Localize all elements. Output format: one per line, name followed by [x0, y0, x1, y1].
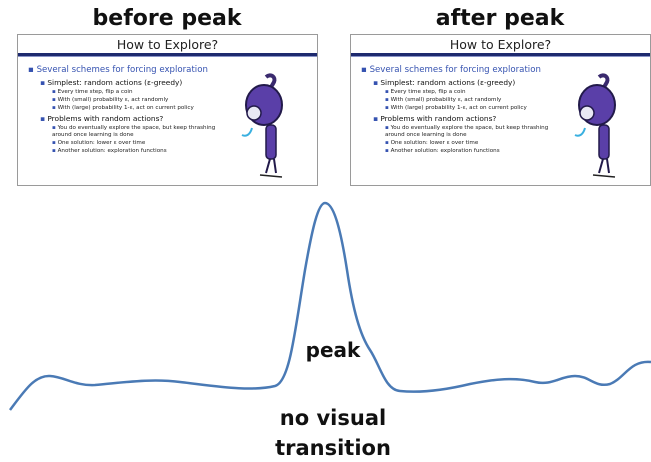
bullet-text: Several schemes for forcing exploration [361, 65, 561, 75]
slide-caption: after peak [436, 6, 565, 31]
robot-icon [569, 73, 629, 183]
bullet-text: One solution: lower ε over time [52, 140, 228, 147]
bullet-text: Another solution: exploration functions [52, 148, 228, 155]
bullet-text: You do eventually explore the space, but… [385, 125, 561, 139]
bullet-text: With (large) probability 1-ε, act on cur… [385, 105, 561, 112]
slide-thumbnail: How to Explore? Several schemes for forci… [350, 34, 651, 186]
slide-content: Several schemes for forcing exploration S… [28, 65, 228, 156]
bullet-text: Simplest: random actions (ε-greedy) [40, 78, 228, 87]
robot-icon [236, 73, 296, 183]
bullet-text: Several schemes for forcing exploration [28, 65, 228, 75]
bullet-text: Simplest: random actions (ε-greedy) [373, 78, 561, 87]
bullet-text: Every time step, flip a coin [52, 89, 228, 96]
bullet-text: Problems with random actions? [40, 114, 228, 123]
slide-content: Several schemes for forcing exploration S… [361, 65, 561, 156]
slide-thumbnail: How to Explore? Several schemes for forci… [17, 34, 318, 186]
bullet-text: One solution: lower ε over time [385, 140, 561, 147]
slide-title: How to Explore? [351, 37, 650, 52]
figure: peak no visual transition before peak How… [0, 0, 651, 462]
title-rule [351, 53, 650, 57]
bullet-text: With (small) probability ε, act randomly [52, 97, 228, 104]
signal-curve [10, 203, 651, 410]
title-rule [18, 53, 317, 57]
slide-caption: before peak [93, 6, 242, 31]
bullet-text: With (small) probability ε, act randomly [385, 97, 561, 104]
bullet-text: With (large) probability 1-ε, act on cur… [52, 105, 228, 112]
transition-label: no visual [280, 406, 386, 430]
bullet-text: Problems with random actions? [373, 114, 561, 123]
bullet-text: Every time step, flip a coin [385, 89, 561, 96]
bullet-text: Another solution: exploration functions [385, 148, 561, 155]
peak-label: peak [306, 338, 361, 362]
transition-label: transition [275, 436, 391, 460]
slide-title: How to Explore? [18, 37, 317, 52]
bullet-text: You do eventually explore the space, but… [52, 125, 228, 139]
